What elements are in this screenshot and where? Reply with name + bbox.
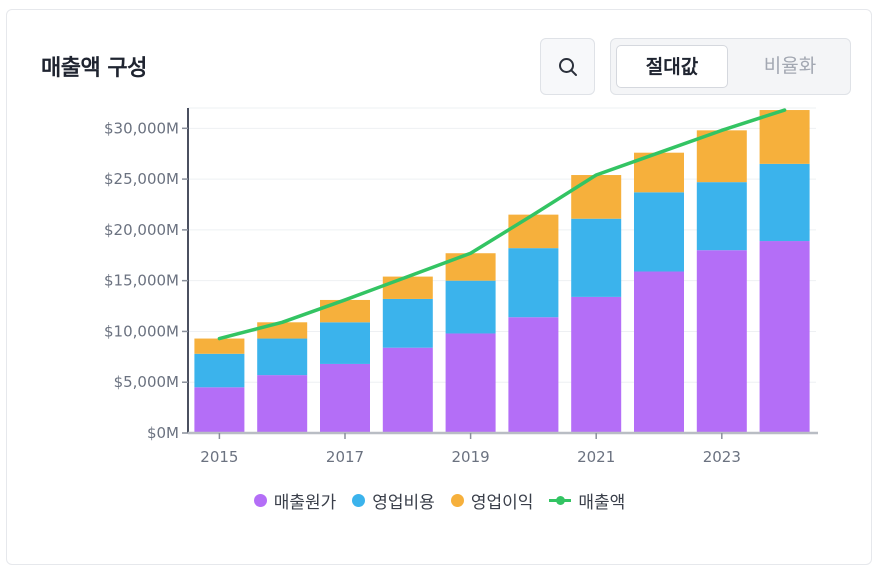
revenue-line <box>217 108 787 341</box>
legend-item-operating-income[interactable]: 영업이익 <box>450 488 534 513</box>
legend-swatch-operating-expenses <box>352 494 366 507</box>
bar-operating-income <box>382 276 433 299</box>
legend-label: 영업비용 <box>372 493 435 513</box>
bar-operating-income <box>445 253 496 281</box>
bar-cost-of-sales <box>696 250 747 433</box>
search-icon <box>558 57 577 76</box>
legend-label: 매출원가 <box>273 493 337 513</box>
bar-operating-expenses <box>194 353 245 388</box>
axes <box>187 108 818 435</box>
y-tick-label: $10,000M <box>104 322 179 340</box>
bar-cost-of-sales <box>257 375 308 433</box>
legend-label: 영업이익 <box>470 493 534 513</box>
legend: 매출원가 영업비용 영업이익 매출액 <box>0 488 879 513</box>
value-mode-toggle: 절대값 비율화 <box>610 38 851 95</box>
legend-item-operating-expenses[interactable]: 영업비용 <box>352 488 435 513</box>
bar-operating-expenses <box>508 248 559 318</box>
card-title: 매출액 구성 <box>41 56 147 81</box>
ratio-tab[interactable]: 비율화 <box>763 55 817 77</box>
y-tick-label: $25,000M <box>104 170 179 188</box>
bar-operating-income <box>257 322 308 339</box>
bar-operating-income <box>194 338 245 354</box>
bar-operating-income <box>320 299 370 323</box>
bar-cost-of-sales <box>194 387 245 433</box>
legend-label: 매출액 <box>578 493 626 513</box>
y-tick-label: $30,000M <box>104 119 179 137</box>
legend-item-cost-of-sales[interactable]: 매출원가 <box>253 488 337 513</box>
bar-cost-of-sales <box>634 271 684 433</box>
x-tick-label: 2015 <box>200 448 238 466</box>
x-tick-label: 2021 <box>577 448 615 466</box>
bar-cost-of-sales <box>759 241 810 433</box>
y-tick-label: $15,000M <box>104 272 179 290</box>
bar-operating-income <box>571 175 622 219</box>
bars <box>194 110 810 433</box>
y-tick-label: $20,000M <box>104 221 179 239</box>
bar-operating-expenses <box>696 182 747 251</box>
bar-operating-expenses <box>382 298 433 348</box>
bar-operating-income <box>696 130 747 183</box>
bar-operating-expenses <box>257 338 308 376</box>
search-button[interactable] <box>540 38 595 95</box>
bar-cost-of-sales <box>508 317 559 433</box>
x-tick-label: 2019 <box>452 448 490 466</box>
legend-swatch-cost-of-sales <box>253 494 267 507</box>
bar-operating-income <box>759 110 810 164</box>
y-axis-ticks: $0M $5,000M $10,000M $15,000M $20,000M $25,00… <box>104 119 188 442</box>
x-tick-label: 2023 <box>703 448 741 466</box>
bar-operating-expenses <box>320 322 370 364</box>
bar-cost-of-sales <box>571 296 622 433</box>
bar-operating-expenses <box>445 280 496 334</box>
x-axis-ticks: 2015 2017 2019 2021 2023 <box>200 433 741 466</box>
x-tick-label: 2017 <box>326 448 364 466</box>
y-tick-label: $5,000M <box>114 373 179 391</box>
legend-item-revenue[interactable]: 매출액 <box>549 488 625 513</box>
y-tick-label: $0M <box>147 424 179 442</box>
bar-operating-expenses <box>634 192 684 272</box>
bar-cost-of-sales <box>320 363 370 433</box>
legend-swatch-revenue <box>549 494 572 507</box>
revenue-line-path <box>217 108 787 341</box>
bar-operating-expenses <box>571 218 622 297</box>
absolute-value-tab[interactable]: 절대값 <box>616 45 728 88</box>
bar-cost-of-sales <box>382 347 433 433</box>
bar-operating-expenses <box>759 163 810 242</box>
legend-swatch-operating-income <box>450 494 464 507</box>
bar-operating-income <box>508 214 559 249</box>
bar-cost-of-sales <box>445 333 496 433</box>
